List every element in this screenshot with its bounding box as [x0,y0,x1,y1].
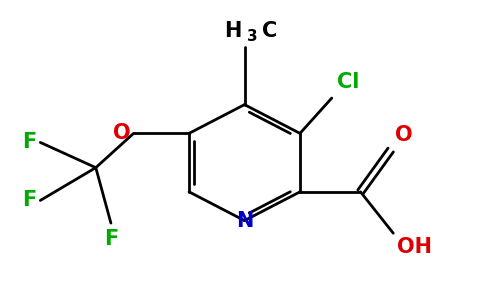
Text: F: F [22,190,36,210]
Text: Cl: Cl [337,72,359,92]
Text: O: O [395,125,412,145]
Text: 3: 3 [247,29,257,44]
Text: F: F [104,229,118,249]
Text: F: F [22,132,36,152]
Text: O: O [113,123,131,143]
Text: OH: OH [397,237,432,257]
Text: N: N [236,211,253,231]
Text: C: C [262,21,277,40]
Text: H: H [225,21,242,40]
